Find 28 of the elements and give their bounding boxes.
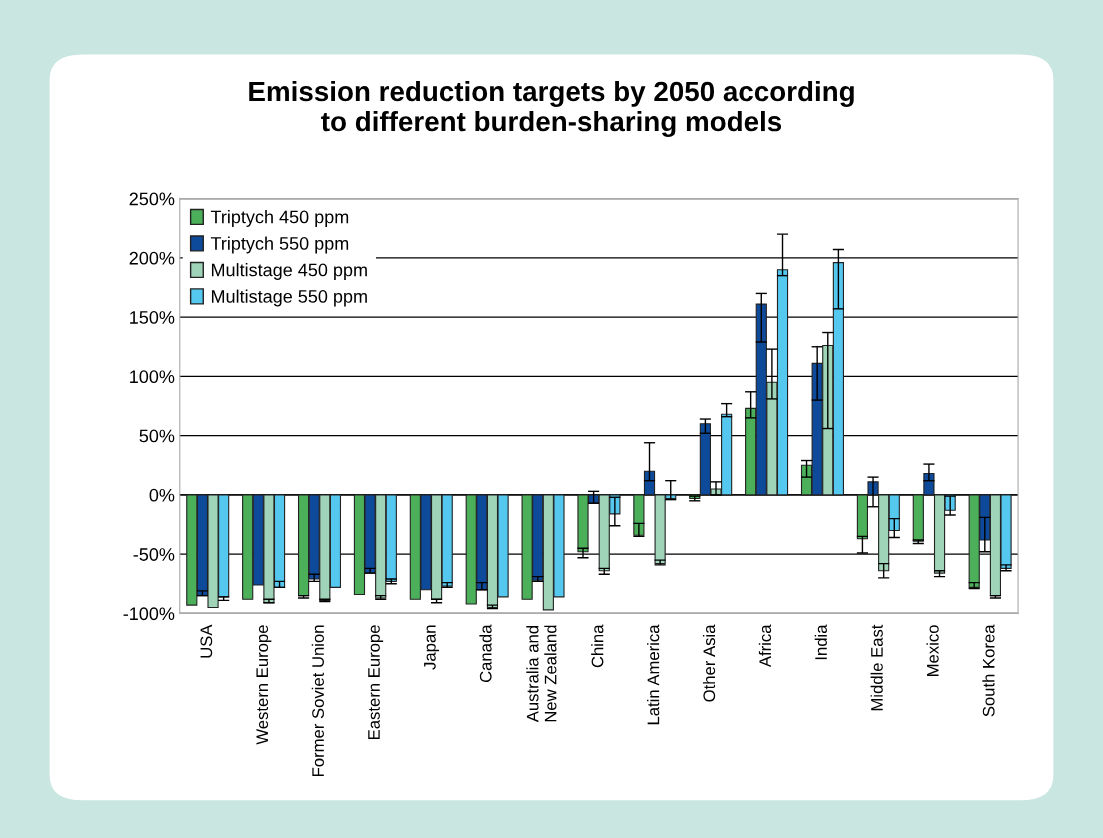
y-tick-label: 150%	[130, 311, 175, 324]
x-tick-label: South Korea	[982, 624, 995, 717]
x-tick-label: Other Asia	[702, 624, 716, 702]
legend-label: Multistage 550 ppm	[211, 289, 367, 307]
x-tick-label: Canada	[479, 624, 492, 683]
x-tick-label: Latin America	[647, 624, 660, 725]
y-tick-label: 250%	[129, 192, 175, 206]
y-tick-label: -100%	[123, 607, 175, 621]
x-tick-label: Middle East	[870, 624, 883, 711]
x-tick-label: Former Soviet Union	[311, 625, 324, 776]
y-tick-label: 50%	[139, 429, 175, 443]
y-tick-label: 100%	[130, 370, 175, 384]
x-tick-label: India	[814, 624, 827, 660]
x-tick-label: Africa	[758, 624, 772, 668]
y-tick-label: 200%	[129, 251, 175, 265]
legend-label: Triptych 550 ppm	[210, 236, 349, 254]
y-tick-label: 0%	[149, 488, 175, 502]
x-tick-label: Mexico	[926, 625, 939, 676]
x-tick-label: Australia and New Zealand	[526, 625, 557, 723]
legend-label: Triptych 450 ppm	[210, 210, 349, 227]
legend-label: Multistage 450 ppm	[211, 263, 367, 280]
x-tick-label: Eastern Europe	[368, 625, 384, 739]
x-tick-label: Japan	[424, 625, 440, 670]
y-tick-label: -50%	[133, 548, 175, 561]
chart-title: Emission reduction targets by 2050 according to different burden-sharing models	[249, 80, 854, 137]
x-tick-label: USA	[200, 624, 213, 658]
x-tick-label: China	[591, 624, 604, 668]
x-tick-label: Western Europe	[256, 625, 272, 745]
